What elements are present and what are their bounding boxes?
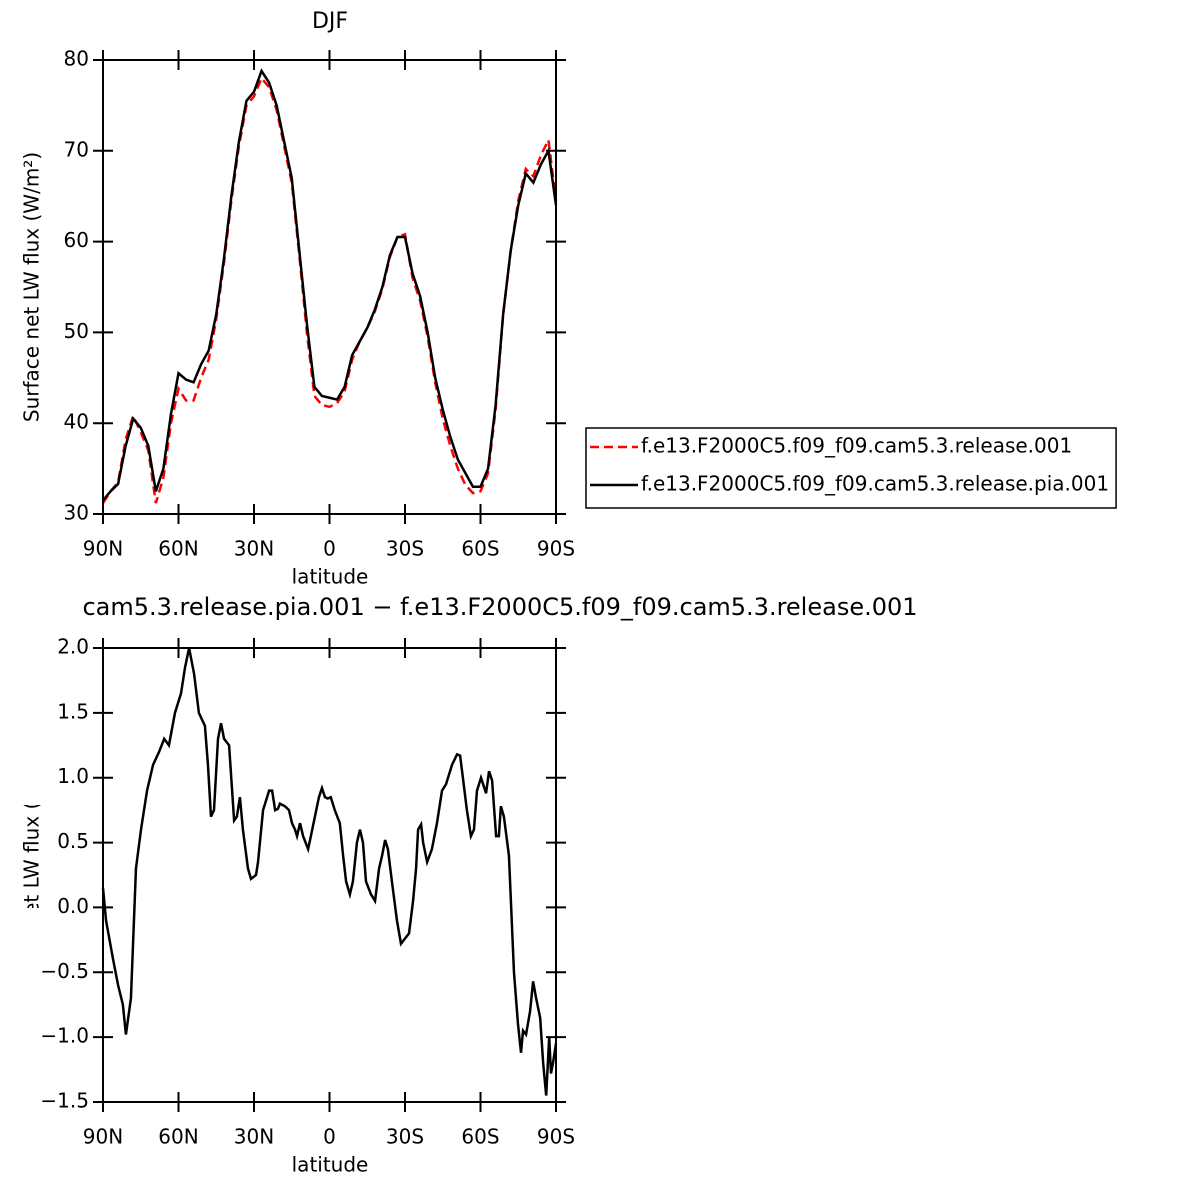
y-tick-label: 1.5 [57, 699, 89, 723]
y-tick-label: 40 [64, 410, 89, 434]
y-axis-label: Surface net LW flux (W/m²) [20, 740, 44, 1010]
y-tick-label: 80 [64, 47, 89, 71]
x-tick-label: 30N [234, 1125, 274, 1149]
y-tick-label: −0.5 [40, 959, 89, 983]
y-tick-label: 30 [64, 501, 89, 525]
data-line [102, 68, 558, 502]
legend-label: f.e13.F2000C5.f09_f09.cam5.3.release.pia… [641, 472, 1109, 496]
y-tick-label: −1.5 [40, 1089, 89, 1113]
data-line [101, 647, 558, 1096]
x-tick-label: 0 [323, 537, 336, 561]
x-tick-label: 60N [158, 1125, 198, 1149]
data-line [101, 75, 558, 504]
chart-title: cam5.3.release.pia.001 − f.e13.F2000C5.f… [82, 593, 917, 621]
x-tick-label: 60S [461, 537, 499, 561]
chart-title: DJF [312, 9, 348, 34]
y-axis-label: Surface net LW flux (W/m²) [20, 152, 44, 422]
plot-frame [102, 647, 557, 1103]
x-axis-label: latitude [292, 565, 369, 589]
y-tick-label: 1.0 [57, 764, 89, 788]
x-tick-label: 30N [234, 537, 274, 561]
y-tick-label: −1.0 [40, 1024, 89, 1048]
x-tick-label: 0 [323, 1125, 336, 1149]
y-tick-label: 50 [64, 319, 89, 343]
x-tick-label: 90N [83, 537, 123, 561]
y-tick-label: 2.0 [57, 635, 89, 659]
y-tick-label: 70 [64, 137, 89, 161]
y-tick-label: 0.5 [57, 829, 89, 853]
legend-label: f.e13.F2000C5.f09_f09.cam5.3.release.001 [641, 434, 1072, 458]
y-tick-label: 0.0 [57, 894, 89, 918]
x-tick-label: 90S [537, 1125, 575, 1149]
x-tick-label: 30S [386, 537, 424, 561]
x-tick-label: 60S [461, 1125, 499, 1149]
x-tick-label: 90S [537, 537, 575, 561]
legend-box [585, 427, 1117, 509]
plot-frame [102, 59, 557, 515]
x-tick-label: 60N [158, 537, 198, 561]
x-tick-label: 30S [386, 1125, 424, 1149]
y-tick-label: 60 [64, 228, 89, 252]
x-tick-label: 90N [83, 1125, 123, 1149]
x-axis-label: latitude [292, 1153, 369, 1177]
